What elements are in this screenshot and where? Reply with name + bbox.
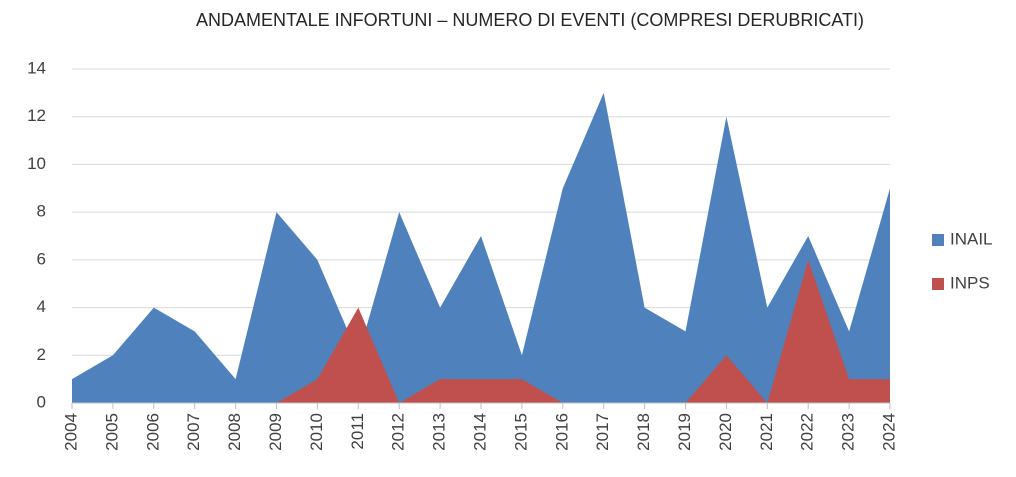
area [72,259,890,403]
y-tick-label: 8 [37,202,46,221]
x-tick-label: 2023 [839,413,858,451]
x-tick-label: 2004 [61,413,80,451]
area [72,92,890,403]
x-tick-label: 2018 [634,413,653,451]
x-tick-label: 2015 [511,413,530,451]
y-tick-label: 10 [27,154,46,173]
x-tick-label: 2021 [757,413,776,451]
y-tick-label: 12 [27,106,46,125]
x-tick-label: 2020 [716,413,735,451]
legend-label: INAIL [950,229,993,248]
y-tick-label: 2 [37,345,46,364]
legend-swatch [932,278,944,290]
y-tick-label: 14 [27,58,46,77]
y-tick-label: 6 [37,249,46,268]
x-tick-label: 2016 [552,413,571,451]
x-tick-label: 2010 [307,413,326,451]
x-tick-label: 2024 [879,413,898,451]
x-tick-label: 2006 [143,413,162,451]
x-tick-label: 2022 [798,413,817,451]
x-tick-label: 2008 [225,413,244,451]
x-tick-label: 2012 [389,413,408,451]
legend-swatch [932,234,944,246]
x-tick-label: 2011 [348,413,367,450]
x-tick-label: 2009 [266,413,285,451]
legend-label: INPS [950,273,990,292]
chart-title: ANDAMENTALE INFORTUNI – NUMERO DI EVENTI… [196,10,864,30]
y-tick-label: 4 [37,297,46,316]
x-tick-label: 2014 [470,413,489,451]
x-tick-label: 2007 [184,413,203,451]
y-tick-label: 0 [37,392,46,411]
x-tick-label: 2019 [675,413,694,451]
x-tick-label: 2017 [593,413,612,451]
x-tick-label: 2005 [102,413,121,451]
x-tick-label: 2013 [430,413,449,451]
